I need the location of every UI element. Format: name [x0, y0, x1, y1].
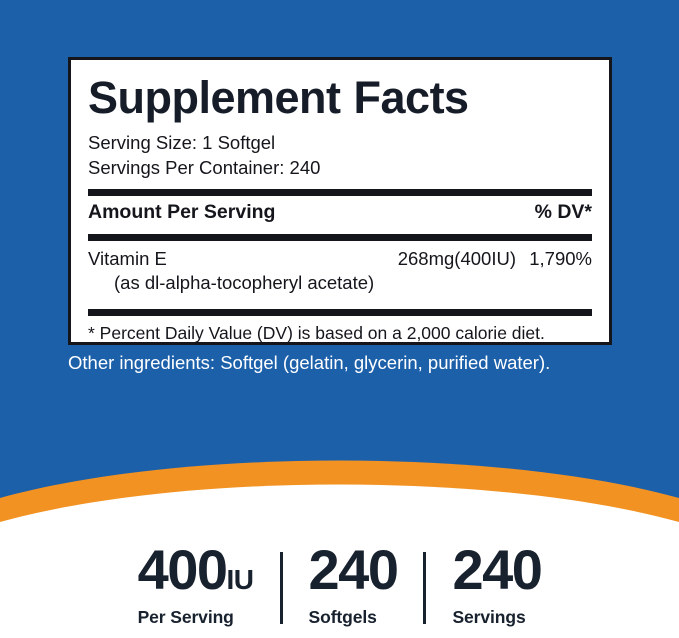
stat-value-per-serving: 400IU [138, 542, 255, 598]
nutrient-name: Vitamin E [88, 248, 167, 270]
amount-per-serving-header-row: Amount Per Serving % DV* [88, 196, 592, 228]
stat-number-softgels: 240 [308, 538, 399, 601]
nutrient-source-name: (as dl-alpha-tocopheryl acetate) [114, 272, 375, 294]
rule-above-footnote [88, 309, 592, 317]
stat-caption-softgels: Softgels [308, 606, 377, 627]
serving-size-line: Serving Size: 1 Softgel [88, 132, 276, 153]
curved-band-decoration [0, 440, 679, 638]
facts-title-word-facts: Facts [353, 72, 470, 123]
facts-title: Supplement Facts [88, 75, 592, 120]
servings-per-container-line: Servings Per Container: 240 [88, 157, 321, 179]
nutrient-daily-value: 1,790% [529, 248, 592, 270]
stat-softgels: 240 Softgels [283, 542, 424, 628]
stat-value-softgels: 240 [309, 542, 399, 598]
facts-title-word-supplement: Supplement [88, 72, 341, 123]
stat-divider-2 [423, 552, 427, 624]
daily-value-footnote: * Percent Daily Value (DV) is based on a… [88, 323, 545, 344]
stat-number-400: 400 [137, 538, 228, 601]
rule-above-amount-header [88, 189, 592, 197]
stat-per-serving: 400IU Per Serving [120, 542, 280, 628]
stat-servings: 240 Servings [426, 542, 559, 628]
stat-caption-servings: Servings [452, 606, 526, 627]
daily-value-label: % DV* [534, 201, 592, 224]
rule-below-amount-header [88, 234, 592, 242]
highlight-stats-bar: 400IU Per Serving 240 Softgels 240 Servi… [0, 542, 679, 638]
nutrient-amount: 268mg(400IU) [397, 248, 516, 270]
table-row: Vitamin E 268mg(400IU) 1,790% [88, 241, 592, 270]
stat-number-servings: 240 [452, 538, 542, 601]
stat-caption-per-serving: Per Serving [137, 606, 234, 627]
facts-panel-content: Supplement Facts Serving Size: 1 Softgel … [88, 60, 592, 344]
stat-value-servings: 240 [452, 542, 542, 598]
stat-unit-iu: IU [226, 564, 255, 595]
other-ingredients-text: Other ingredients: Softgel (gelatin, gly… [68, 352, 551, 373]
amount-per-serving-label: Amount Per Serving [88, 201, 276, 224]
white-arc-shape [0, 484, 679, 638]
stat-divider-1 [279, 552, 283, 624]
curve-svg [0, 460, 679, 638]
supplement-facts-panel: Supplement Facts Serving Size: 1 Softgel … [68, 57, 612, 345]
